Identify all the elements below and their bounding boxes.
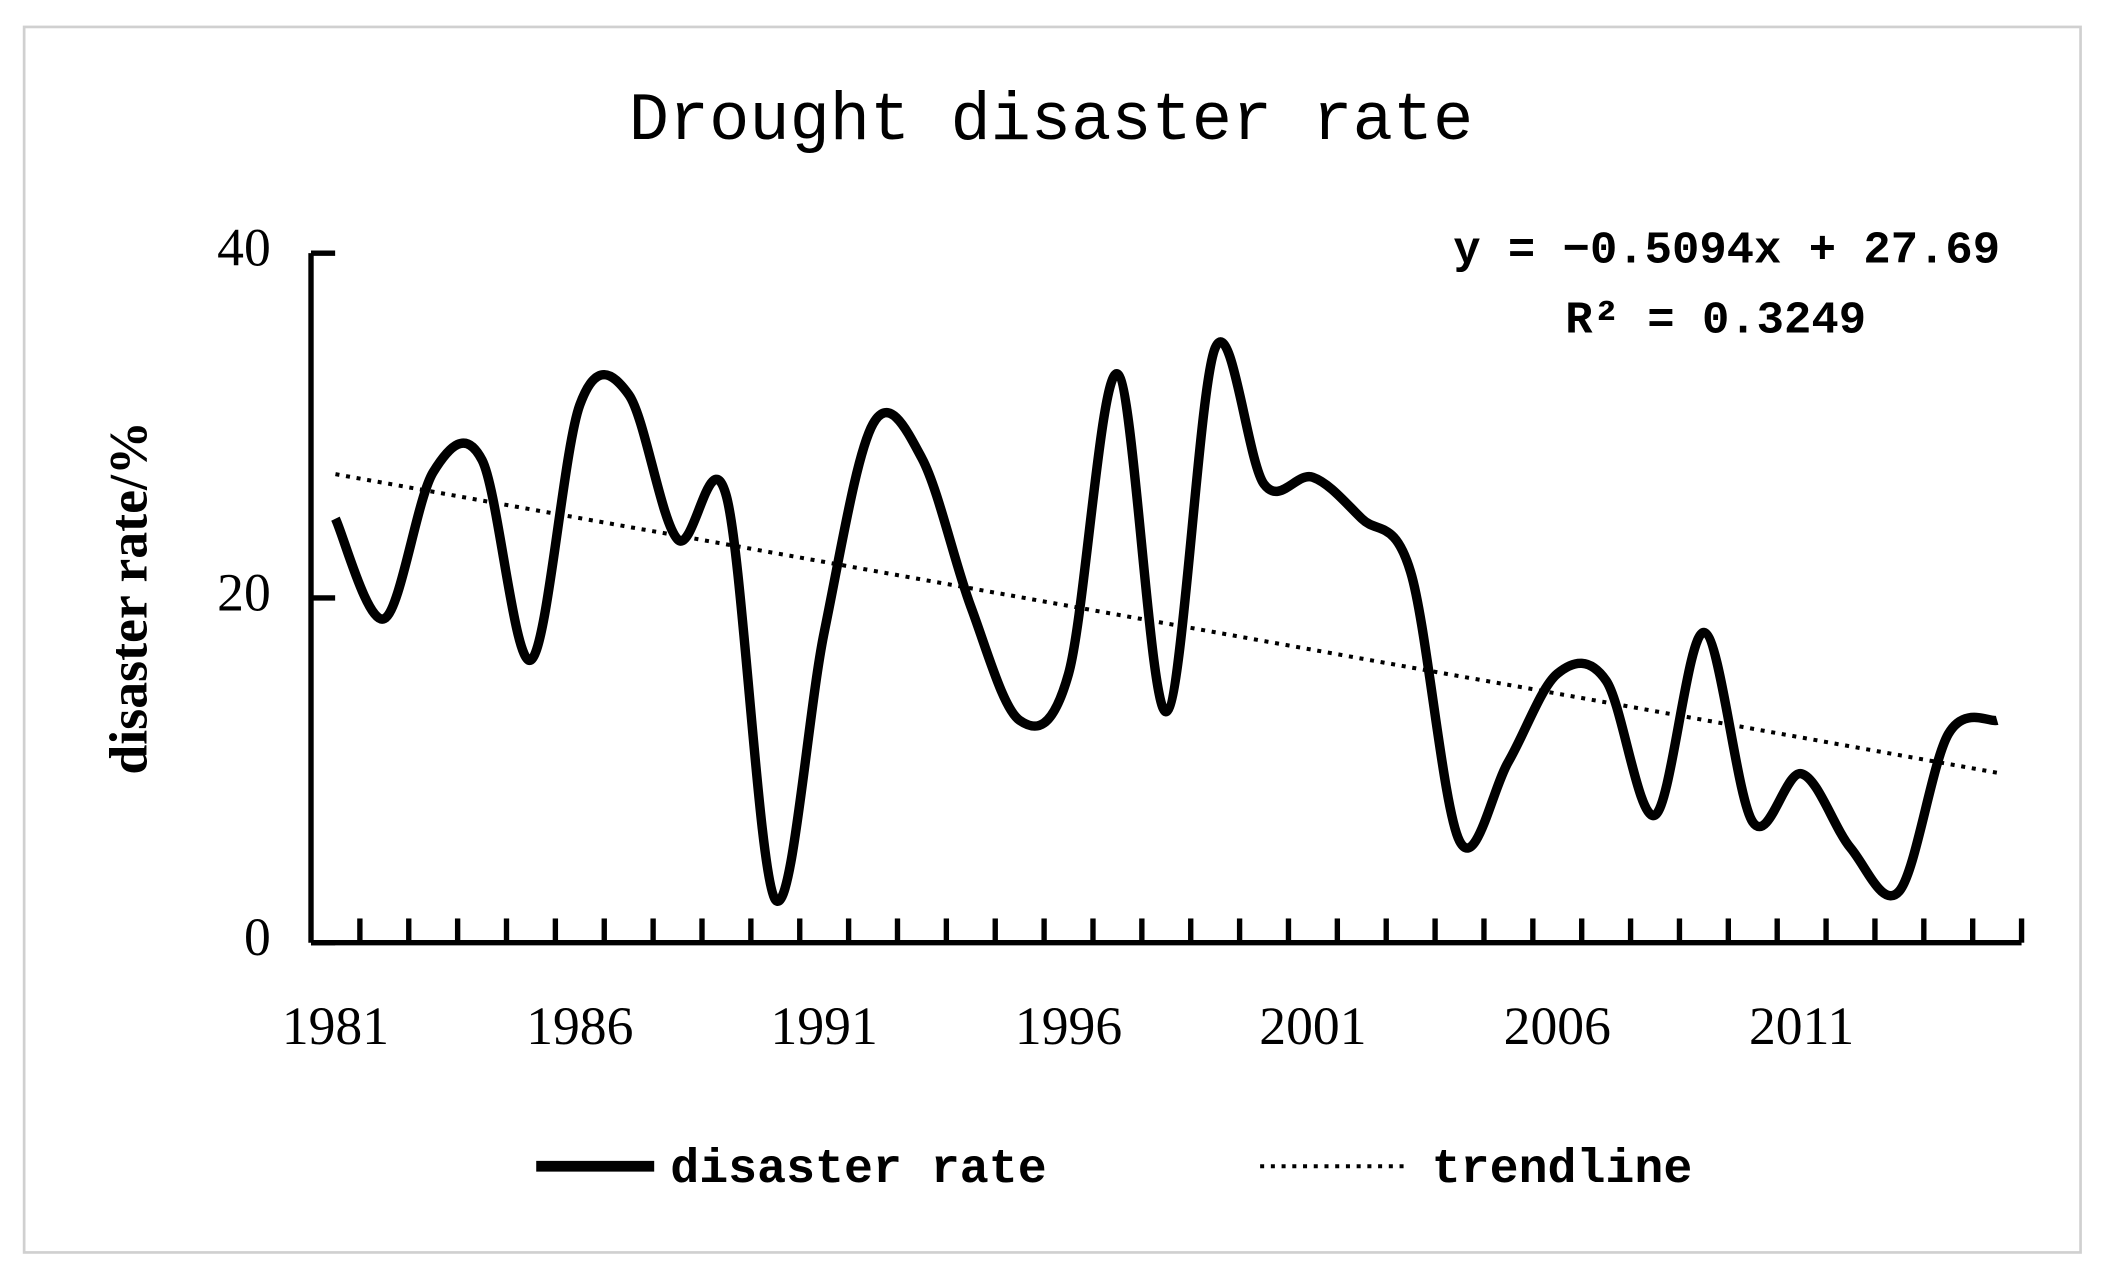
x-tick-label: 1986 bbox=[526, 996, 633, 1056]
trend-r2: R² = 0.3249 bbox=[1565, 295, 1866, 347]
chart-title: Drought disaster rate bbox=[629, 84, 1474, 160]
x-tick-label: 1981 bbox=[282, 996, 389, 1056]
chart-frame bbox=[22, 25, 2082, 1254]
x-tick-label: 1996 bbox=[1015, 996, 1122, 1056]
y-tick-label: 0 bbox=[244, 907, 271, 967]
x-tick-label: 2001 bbox=[1259, 996, 1366, 1056]
x-tick-label: 1991 bbox=[771, 996, 878, 1056]
legend-label: trendline bbox=[1432, 1142, 1693, 1197]
y-axis-label: disaster rate/% bbox=[98, 421, 158, 774]
y-tick-label: 20 bbox=[217, 562, 271, 622]
x-tick-label: 2006 bbox=[1504, 996, 1611, 1056]
data-line bbox=[331, 337, 1999, 907]
x-tick-label: 2011 bbox=[1749, 996, 1854, 1056]
trend-equation: y = −0.5094x + 27.69 bbox=[1453, 224, 2000, 276]
trend-line bbox=[335, 472, 1998, 775]
y-tick-label: 40 bbox=[217, 217, 271, 277]
legend-label: disaster rate bbox=[670, 1142, 1046, 1197]
